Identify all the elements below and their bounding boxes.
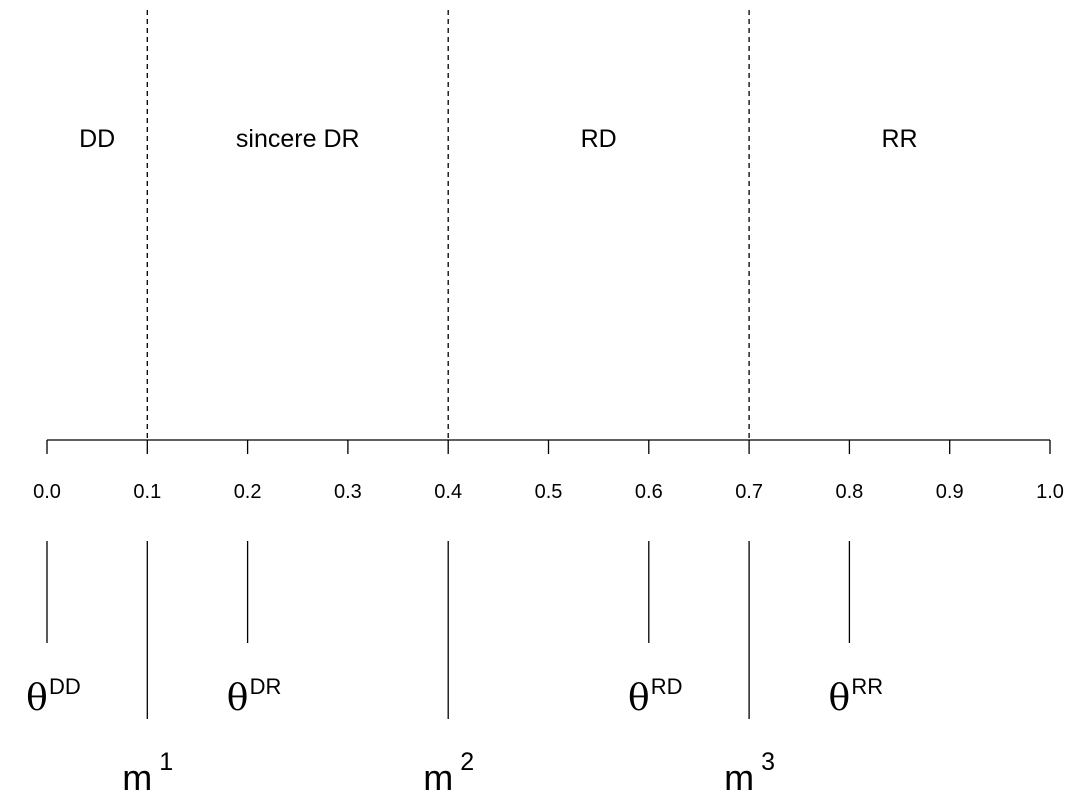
theta-symbol: θ xyxy=(227,678,249,719)
theta-label-rd: θ RD xyxy=(628,674,683,719)
region-label-rr: RR xyxy=(881,125,917,153)
region-label-sincere-dr: sincere DR xyxy=(236,125,360,153)
tick-label: 0.0 xyxy=(33,481,61,503)
cutpoint-symbol: m xyxy=(423,757,453,794)
theta-superscript: RR xyxy=(851,674,883,699)
theta-superscript: RD xyxy=(651,674,683,699)
theta-symbol: θ xyxy=(628,678,650,719)
theta-label-dr: θ DR xyxy=(227,674,282,719)
tick-label: 0.9 xyxy=(936,481,964,503)
tick-label: 0.3 xyxy=(334,481,362,503)
region-label-dd: DD xyxy=(79,125,115,153)
theta-symbol: θ xyxy=(26,678,48,719)
tick-label: 0.2 xyxy=(234,481,262,503)
theta-symbol: θ xyxy=(829,678,851,719)
tick-label: 0.4 xyxy=(434,481,462,503)
cutpoint-superscript: 2 xyxy=(460,748,474,776)
tick-label: 1.0 xyxy=(1036,481,1064,503)
tick-label: 0.7 xyxy=(735,481,763,503)
ideal-point-markers: θ DD θ DR θ RD θ RR xyxy=(26,541,883,719)
policy-axis: 0.0 0.1 0.2 0.3 0.4 0.5 0.6 0.7 0.8 0.9 1.0 xyxy=(33,439,1064,503)
tick-label: 0.5 xyxy=(535,481,563,503)
tick-label: 0.6 xyxy=(635,481,663,503)
theta-superscript: DD xyxy=(49,674,81,699)
cutpoint-symbol: m xyxy=(724,757,754,794)
theta-label-dd: θ DD xyxy=(26,674,81,719)
theta-superscript: DR xyxy=(250,674,282,699)
cutpoint-superscript: 1 xyxy=(159,748,173,776)
boundary-lines xyxy=(146,10,750,440)
cutpoint-superscript: 3 xyxy=(761,748,775,776)
tick-label: 0.1 xyxy=(133,481,161,503)
tick-label: 0.8 xyxy=(835,481,863,503)
region-labels: DD sincere DR RD RR xyxy=(79,125,918,153)
region-label-rd: RD xyxy=(581,125,617,153)
theta-label-rr: θ RR xyxy=(829,674,884,719)
cutpoint-symbol: m xyxy=(122,757,152,794)
